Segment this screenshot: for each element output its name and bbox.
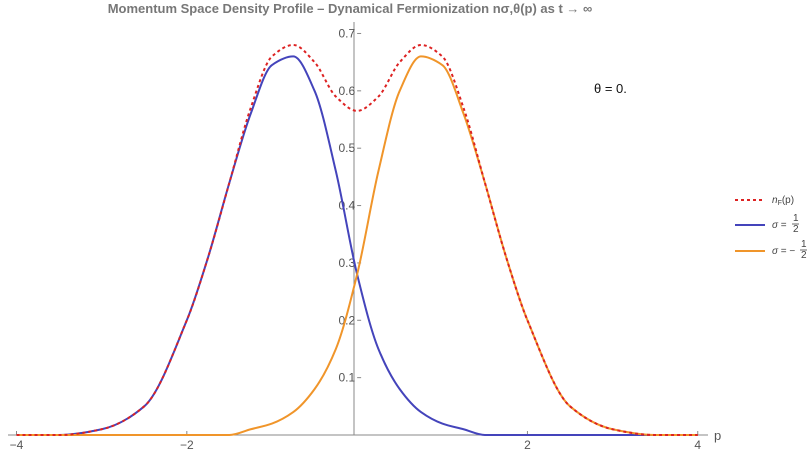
y-tick-label: 0.6 bbox=[338, 84, 355, 98]
x-tick-label: −2 bbox=[180, 438, 194, 452]
legend-frac-sigma-plus: 1 bbox=[793, 213, 799, 224]
chart-title: Momentum Space Density Profile – Dynamic… bbox=[108, 1, 593, 16]
legend-item-sigma-plus: σ = 1 2 bbox=[735, 213, 799, 235]
x-tick-label: 4 bbox=[694, 438, 701, 452]
x-axis-label: p bbox=[714, 428, 721, 443]
y-tick-label: 0.5 bbox=[338, 141, 355, 155]
theta-annotation: θ = 0. bbox=[594, 81, 627, 96]
legend-item-nf: nF(p) bbox=[735, 195, 794, 207]
y-tick-label: 0.3 bbox=[338, 256, 355, 270]
legend: nF(p) σ = 1 2 σ = − 1 2 bbox=[735, 195, 807, 261]
y-tick-label: 0.4 bbox=[338, 199, 355, 213]
series-line-sigma-plus bbox=[16, 55, 698, 436]
legend-frac-den-sigma-plus: 2 bbox=[793, 224, 799, 235]
series-line-sigma-minus bbox=[16, 55, 698, 436]
series-layer bbox=[16, 43, 698, 436]
legend-label-sigma-plus: σ = bbox=[772, 220, 787, 231]
legend-frac-den-sigma-minus: 2 bbox=[801, 250, 807, 261]
y-ticks: 0.1 0.2 0.3 0.4 0.5 0.6 0.7 bbox=[338, 26, 362, 385]
legend-label-nf: nF(p) bbox=[772, 195, 794, 207]
legend-item-sigma-minus: σ = − 1 2 bbox=[735, 239, 807, 261]
legend-frac-sigma-minus: 1 bbox=[801, 239, 807, 250]
x-tick-label: −4 bbox=[10, 438, 24, 452]
x-ticks: −4 −2 2 4 bbox=[10, 431, 701, 452]
x-tick-label: 2 bbox=[524, 438, 531, 452]
y-tick-label: 0.2 bbox=[338, 313, 355, 327]
y-tick-label: 0.1 bbox=[338, 371, 355, 385]
legend-label-sigma-minus: σ = − bbox=[772, 246, 795, 257]
y-tick-label: 0.7 bbox=[338, 26, 355, 40]
series-line-nf bbox=[16, 43, 698, 436]
